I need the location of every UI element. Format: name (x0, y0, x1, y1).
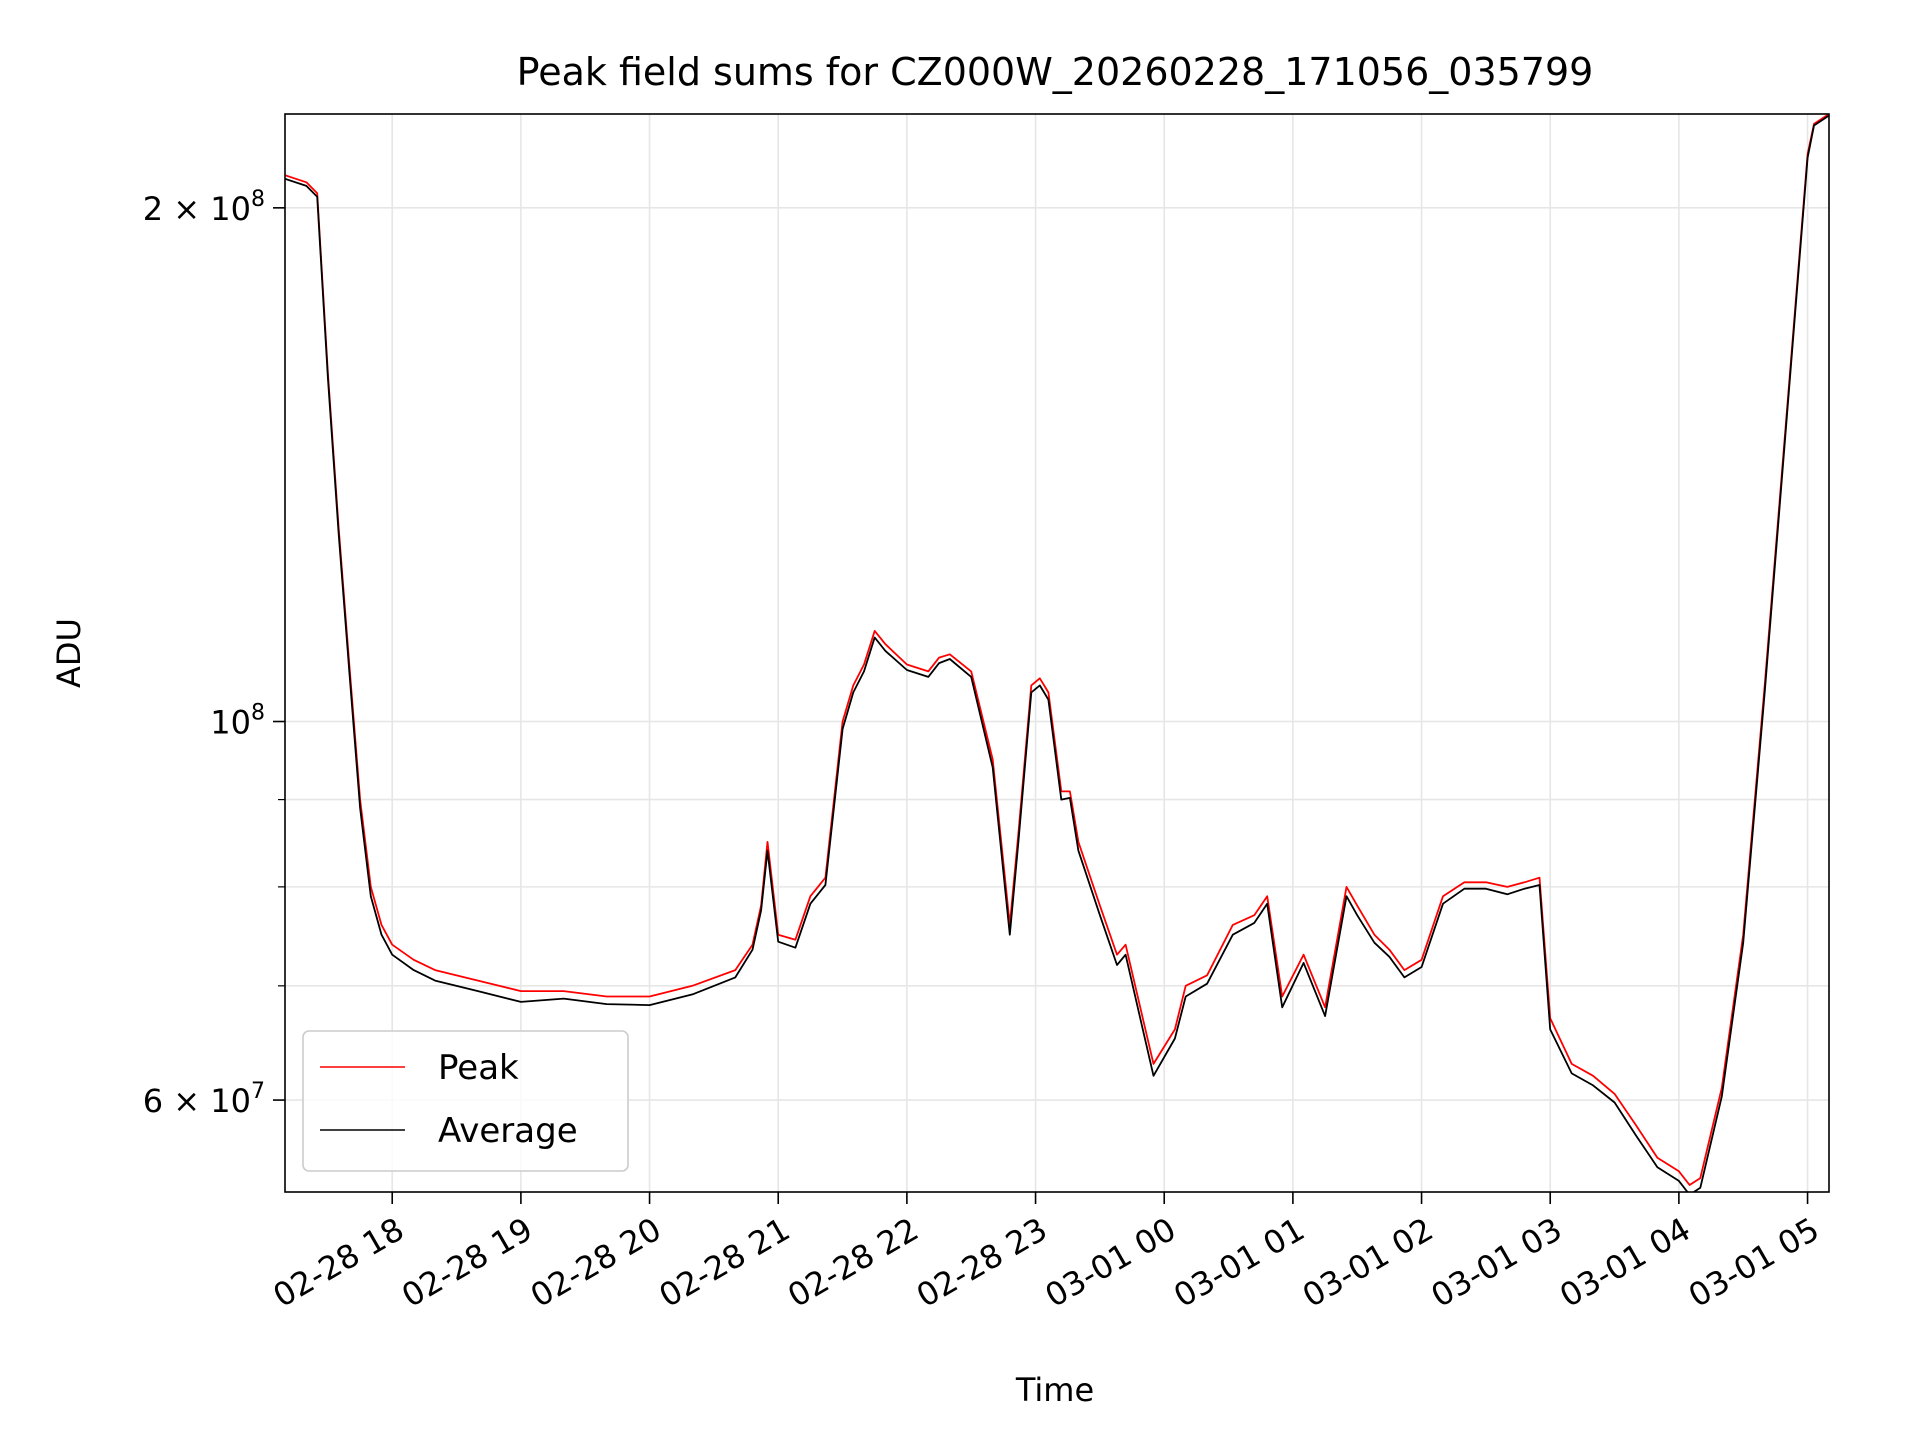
legend: Peak Average (302, 1030, 629, 1172)
grid (285, 114, 1829, 1192)
chart-title: Peak field sums for CZ000W_20260228_1710… (517, 50, 1594, 94)
series-lines (285, 114, 1829, 1192)
y-axis-label: ADU (50, 618, 88, 688)
legend-box (302, 1030, 629, 1172)
y-tick-label: 6 × 107 (143, 1079, 265, 1120)
y-tick-label: 2 × 108 (143, 187, 265, 228)
legend-label-peak: Peak (438, 1048, 519, 1088)
series-line-peak (285, 114, 1829, 1186)
legend-label-average: Average (438, 1111, 578, 1151)
y-axis-ticks: 6 × 107 108 2 × 108 (143, 187, 285, 1120)
plot-frame (284, 113, 1830, 1193)
series-line-average (285, 114, 1829, 1192)
x-axis-label: Time (1015, 1371, 1094, 1409)
y-tick-label: 108 (210, 701, 265, 742)
